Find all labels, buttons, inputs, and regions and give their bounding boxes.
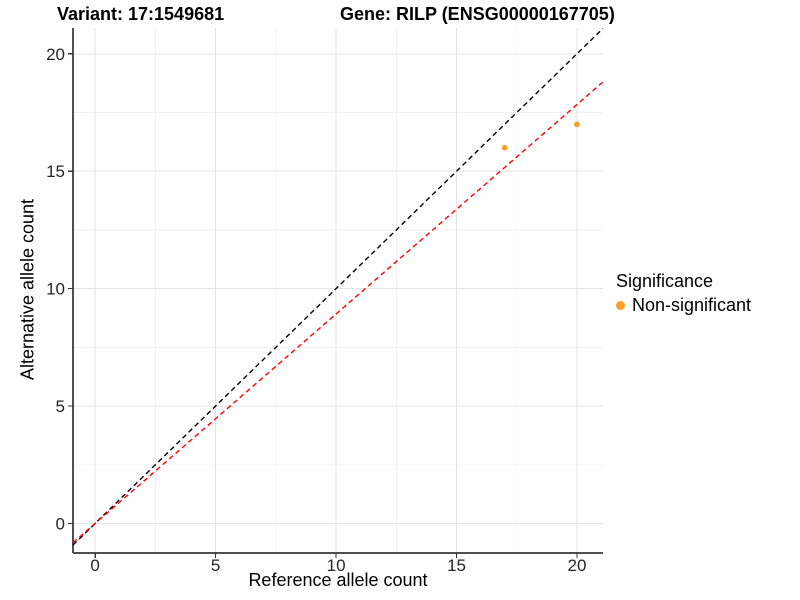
plot-title-gene: Gene: RILP (ENSG00000167705) bbox=[340, 4, 615, 24]
plot-title-variant: Variant: 17:1549681 bbox=[57, 4, 225, 24]
x-axis-title: Reference allele count bbox=[248, 570, 428, 590]
y-tick-label: 10 bbox=[46, 280, 65, 299]
identity-line bbox=[72, 27, 604, 546]
x-tick-label: 10 bbox=[327, 556, 346, 575]
x-tick-label: 15 bbox=[447, 556, 466, 575]
y-axis-title: Alternative allele count bbox=[17, 198, 38, 381]
y-tick-label: 0 bbox=[56, 514, 65, 533]
legend-point-icon bbox=[616, 301, 625, 310]
legend-item-label: Non-significant bbox=[632, 295, 752, 315]
expected-ratio-line bbox=[72, 81, 604, 544]
y-tick-label: 5 bbox=[56, 397, 65, 416]
legend: Significance Non-significant bbox=[616, 271, 751, 316]
x-tick-label: 0 bbox=[90, 556, 99, 575]
x-tick-label: 20 bbox=[568, 556, 587, 575]
y-tick-label: 15 bbox=[46, 162, 65, 181]
data-point bbox=[574, 121, 580, 128]
x-tick-label: 5 bbox=[211, 556, 220, 575]
legend-title: Significance bbox=[616, 271, 714, 291]
legend-item: Non-significant bbox=[616, 295, 751, 316]
y-tick-label: 20 bbox=[46, 45, 65, 64]
data-point bbox=[501, 144, 508, 151]
